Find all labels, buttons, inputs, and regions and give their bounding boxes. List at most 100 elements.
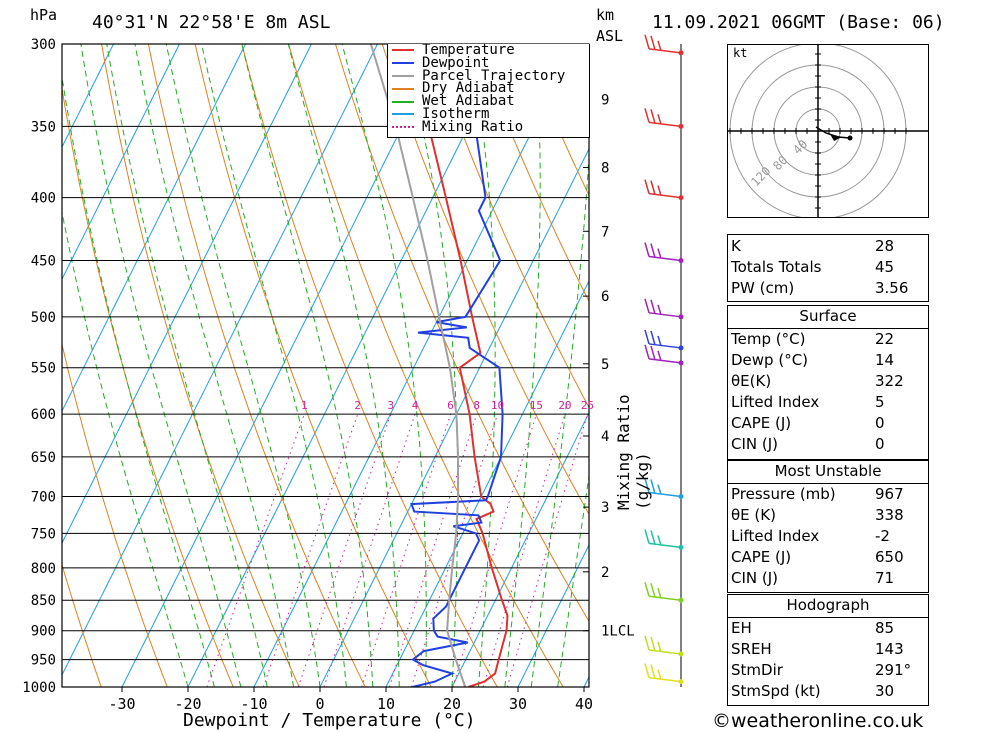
- table-row: K 28: [727, 236, 929, 257]
- wet-adiabat-line: [201, 44, 347, 687]
- indices-general-panel: [727, 234, 929, 302]
- index-value: 3.56: [875, 279, 909, 297]
- mixing-ratio-label: 20: [558, 399, 571, 412]
- dry-adiabat-line: [62, 86, 234, 687]
- copyright[interactable]: ©weatheronline.co.uk: [712, 710, 924, 732]
- index-name: θE(K): [731, 372, 772, 390]
- hodograph-ring-label: 80: [770, 153, 790, 173]
- dry-adiabat-line: [990, 44, 1000, 687]
- mixing-ratio-line: [452, 414, 537, 687]
- wet-adiabat-line: [341, 44, 427, 687]
- index-name: PW (cm): [731, 279, 795, 297]
- x-axis-label: Dewpoint / Temperature (°C): [183, 710, 476, 731]
- index-name: θE (K): [731, 506, 776, 524]
- table-row: θE(K) 322: [727, 371, 929, 392]
- index-name: CAPE (J): [731, 414, 792, 432]
- temperature-profile: [416, 44, 509, 687]
- index-value: 14: [875, 351, 895, 369]
- mixing-ratio-line: [410, 414, 498, 687]
- mixing-ratio-label: 6: [447, 399, 454, 412]
- table-row: Dewp (°C) 14: [727, 350, 929, 371]
- mixing-ratio-line: [206, 414, 305, 687]
- index-value: 338: [875, 506, 904, 524]
- wind-barb: [644, 663, 684, 685]
- index-name: EH: [731, 619, 752, 637]
- hpa-label: hPa: [30, 6, 58, 24]
- legend-swatch: [392, 113, 414, 116]
- wind-barb: [644, 179, 684, 201]
- temp-tick-label: -30: [108, 695, 135, 713]
- most-unstable-table: Most Unstable Pressure (mb) 967 θE (K) 338 Li…: [727, 460, 929, 589]
- km-label: km: [596, 6, 615, 24]
- pressure-tick-label: 1000: [22, 680, 56, 696]
- pressure-tick-label: 900: [31, 624, 56, 640]
- legend-label: Dry Adiabat: [422, 80, 515, 97]
- wet-adiabat-line: [241, 44, 374, 687]
- table-row: CIN (J) 0: [727, 434, 929, 455]
- mixing-ratio-label: 1: [301, 399, 308, 412]
- wet-adiabat-line: [165, 44, 321, 687]
- wet-adiabat-line: [469, 44, 496, 687]
- legend-label: Temperature: [422, 42, 515, 58]
- dry-adiabat-line: [335, 44, 589, 623]
- wind-barb: [644, 34, 684, 56]
- dewpoint-profile: [410, 44, 563, 687]
- dry-adiabat-line: [62, 563, 102, 687]
- legend-swatch: [392, 62, 414, 65]
- km-tick-label: 1LCL: [601, 624, 635, 640]
- dry-adiabat-line: [428, 44, 589, 409]
- isotherm-line: [517, 543, 589, 687]
- table-row: Temp (°C) 22: [727, 329, 929, 351]
- index-name: Totals Totals: [731, 258, 822, 276]
- km-tick-label: 5: [601, 357, 609, 373]
- wind-barb: [644, 478, 684, 500]
- table-row: CIN (J) 71: [727, 568, 929, 589]
- legend-item: Mixing Ratio: [388, 120, 589, 134]
- wet-adiabat-line: [80, 44, 242, 687]
- index-value: 650: [875, 548, 904, 566]
- pressure-tick-label: 750: [31, 526, 56, 542]
- mixing-ratio-line: [388, 414, 478, 687]
- asl-label: ASL: [596, 27, 624, 45]
- km-tick-label: 7: [601, 224, 609, 240]
- wet-adiabat-line: [62, 209, 189, 687]
- dry-adiabat-line: [944, 44, 1000, 687]
- isotherm-line: [62, 44, 180, 281]
- wet-adiabat-line: [106, 44, 268, 687]
- km-tick-label: 3: [601, 500, 609, 516]
- legend-swatch: [392, 87, 414, 90]
- index-value: 45: [875, 258, 895, 276]
- km-tick-label: 6: [601, 289, 609, 305]
- wind-barb: [644, 329, 684, 351]
- dry-adiabat-line: [475, 44, 589, 303]
- index-name: Dewp (°C): [731, 351, 809, 369]
- index-value: 85: [875, 619, 895, 637]
- temp-tick-label: 30: [509, 695, 527, 713]
- index-value: 30: [875, 682, 895, 700]
- wind-barb: [644, 298, 684, 320]
- index-name: CAPE (J): [731, 548, 792, 566]
- index-name: CIN (J): [731, 435, 779, 453]
- mixing-ratio-label: 2: [354, 399, 361, 412]
- table-row: Pressure (mb) 967: [727, 484, 929, 506]
- hodograph-end-point: [847, 135, 853, 141]
- isotherm-line: [121, 44, 444, 687]
- index-value: -2: [875, 527, 890, 545]
- table-row: PW (cm) 3.56: [727, 278, 929, 299]
- mixing-ratio-label: 3: [387, 399, 394, 412]
- pressure-tick-label: 550: [31, 361, 56, 377]
- table-title: Surface: [727, 305, 929, 329]
- index-value: 143: [875, 640, 904, 658]
- temp-tick-label: -10: [240, 695, 267, 713]
- pressure-tick-label: 350: [31, 119, 56, 135]
- legend-item: Isotherm: [388, 107, 589, 121]
- index-name: Lifted Index: [731, 393, 820, 411]
- legend-swatch: [392, 49, 414, 52]
- hodograph-ring-label: 40: [790, 137, 810, 157]
- index-value: 967: [875, 485, 904, 503]
- table-row: Lifted Index 5: [727, 392, 929, 413]
- legend-item: Dry Adiabat: [388, 82, 589, 95]
- table-row: EH 85: [727, 618, 929, 640]
- index-name: Lifted Index: [731, 527, 820, 545]
- pressure-tick-label: 700: [31, 490, 56, 506]
